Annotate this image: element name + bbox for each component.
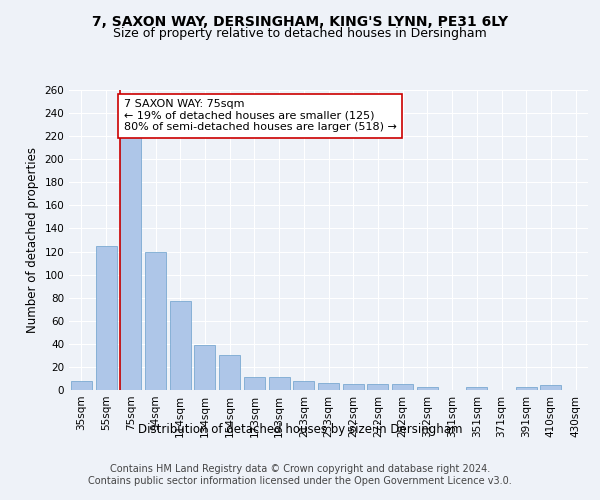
Bar (244, 378, 265, 390)
Bar (516, 386, 537, 390)
Bar (269, 378, 290, 390)
Bar (367, 384, 388, 390)
Text: Contains public sector information licensed under the Open Government Licence v3: Contains public sector information licen… (88, 476, 512, 486)
Bar (71, 381, 92, 390)
Bar (120, 138, 141, 390)
Y-axis label: Number of detached properties: Number of detached properties (26, 147, 39, 333)
Bar (417, 386, 438, 390)
Bar (318, 383, 339, 390)
Bar (145, 252, 166, 390)
Text: Size of property relative to detached houses in Dersingham: Size of property relative to detached ho… (113, 28, 487, 40)
Bar (541, 386, 562, 390)
Bar (293, 381, 314, 390)
Bar (95, 246, 116, 390)
Text: Distribution of detached houses by size in Dersingham: Distribution of detached houses by size … (138, 422, 462, 436)
Bar (219, 356, 240, 390)
Bar (194, 345, 215, 390)
Text: 7, SAXON WAY, DERSINGHAM, KING'S LYNN, PE31 6LY: 7, SAXON WAY, DERSINGHAM, KING'S LYNN, P… (92, 15, 508, 29)
Text: Contains HM Land Registry data © Crown copyright and database right 2024.: Contains HM Land Registry data © Crown c… (110, 464, 490, 474)
Bar (343, 384, 364, 390)
Bar (466, 386, 487, 390)
Bar (392, 384, 413, 390)
Bar (170, 301, 191, 390)
Text: 7 SAXON WAY: 75sqm
← 19% of detached houses are smaller (125)
80% of semi-detach: 7 SAXON WAY: 75sqm ← 19% of detached hou… (124, 99, 397, 132)
